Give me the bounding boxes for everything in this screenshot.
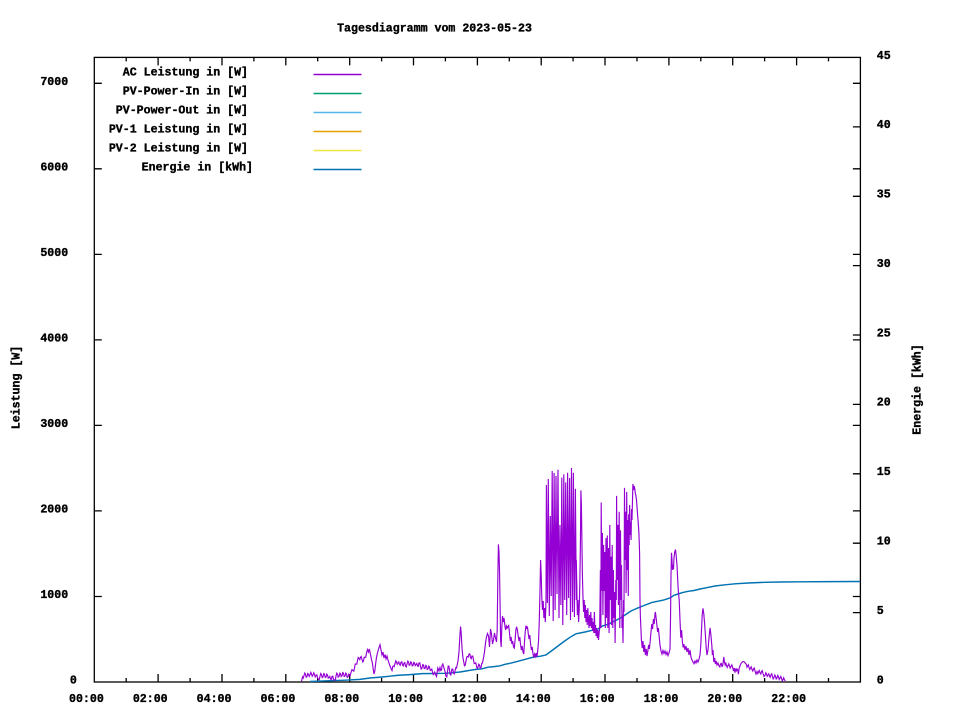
svg-text:Leistung [W]: Leistung [W] <box>11 346 24 430</box>
svg-text:40: 40 <box>877 119 891 132</box>
svg-text:10:00: 10:00 <box>388 693 423 706</box>
svg-text:04:00: 04:00 <box>197 693 232 706</box>
svg-text:Energie [kWh]: Energie [kWh] <box>911 344 924 434</box>
svg-text:Energie in [kWh]: Energie in [kWh] <box>142 162 253 175</box>
svg-text:1000: 1000 <box>40 589 68 602</box>
svg-text:18:00: 18:00 <box>644 693 679 706</box>
svg-text:25: 25 <box>877 327 891 340</box>
svg-text:35: 35 <box>877 189 891 202</box>
svg-text:45: 45 <box>877 50 891 63</box>
svg-text:00:00: 00:00 <box>69 693 104 706</box>
svg-text:5: 5 <box>877 605 884 618</box>
svg-text:15: 15 <box>877 466 891 479</box>
svg-text:20:00: 20:00 <box>707 693 742 706</box>
svg-text:4000: 4000 <box>40 332 68 345</box>
svg-text:PV-Power-In in [W]: PV-Power-In in [W] <box>123 86 248 99</box>
svg-text:PV-2 Leistung in [W]: PV-2 Leistung in [W] <box>109 143 248 156</box>
svg-text:16:00: 16:00 <box>580 693 615 706</box>
svg-text:14:00: 14:00 <box>516 693 551 706</box>
svg-text:7000: 7000 <box>40 76 68 89</box>
svg-text:20: 20 <box>877 397 891 410</box>
svg-text:12:00: 12:00 <box>452 693 487 706</box>
svg-text:06:00: 06:00 <box>261 693 296 706</box>
svg-text:2000: 2000 <box>40 503 68 516</box>
svg-text:PV-1 Leistung in [W]: PV-1 Leistung in [W] <box>109 124 248 137</box>
svg-text:10: 10 <box>877 536 891 549</box>
svg-text:3000: 3000 <box>40 418 68 431</box>
svg-text:6000: 6000 <box>40 161 68 174</box>
svg-text:Tagesdiagramm vom 2023-05-23: Tagesdiagramm vom 2023-05-23 <box>337 23 532 36</box>
svg-text:PV-Power-Out in [W]: PV-Power-Out in [W] <box>116 105 248 118</box>
svg-text:0: 0 <box>70 675 77 688</box>
svg-text:0: 0 <box>877 674 884 687</box>
svg-text:5000: 5000 <box>40 247 68 260</box>
svg-text:22:00: 22:00 <box>771 693 806 706</box>
svg-text:08:00: 08:00 <box>324 693 359 706</box>
svg-text:AC Leistung in [W]: AC Leistung in [W] <box>123 67 248 80</box>
svg-text:30: 30 <box>877 258 891 271</box>
svg-text:02:00: 02:00 <box>133 693 168 706</box>
